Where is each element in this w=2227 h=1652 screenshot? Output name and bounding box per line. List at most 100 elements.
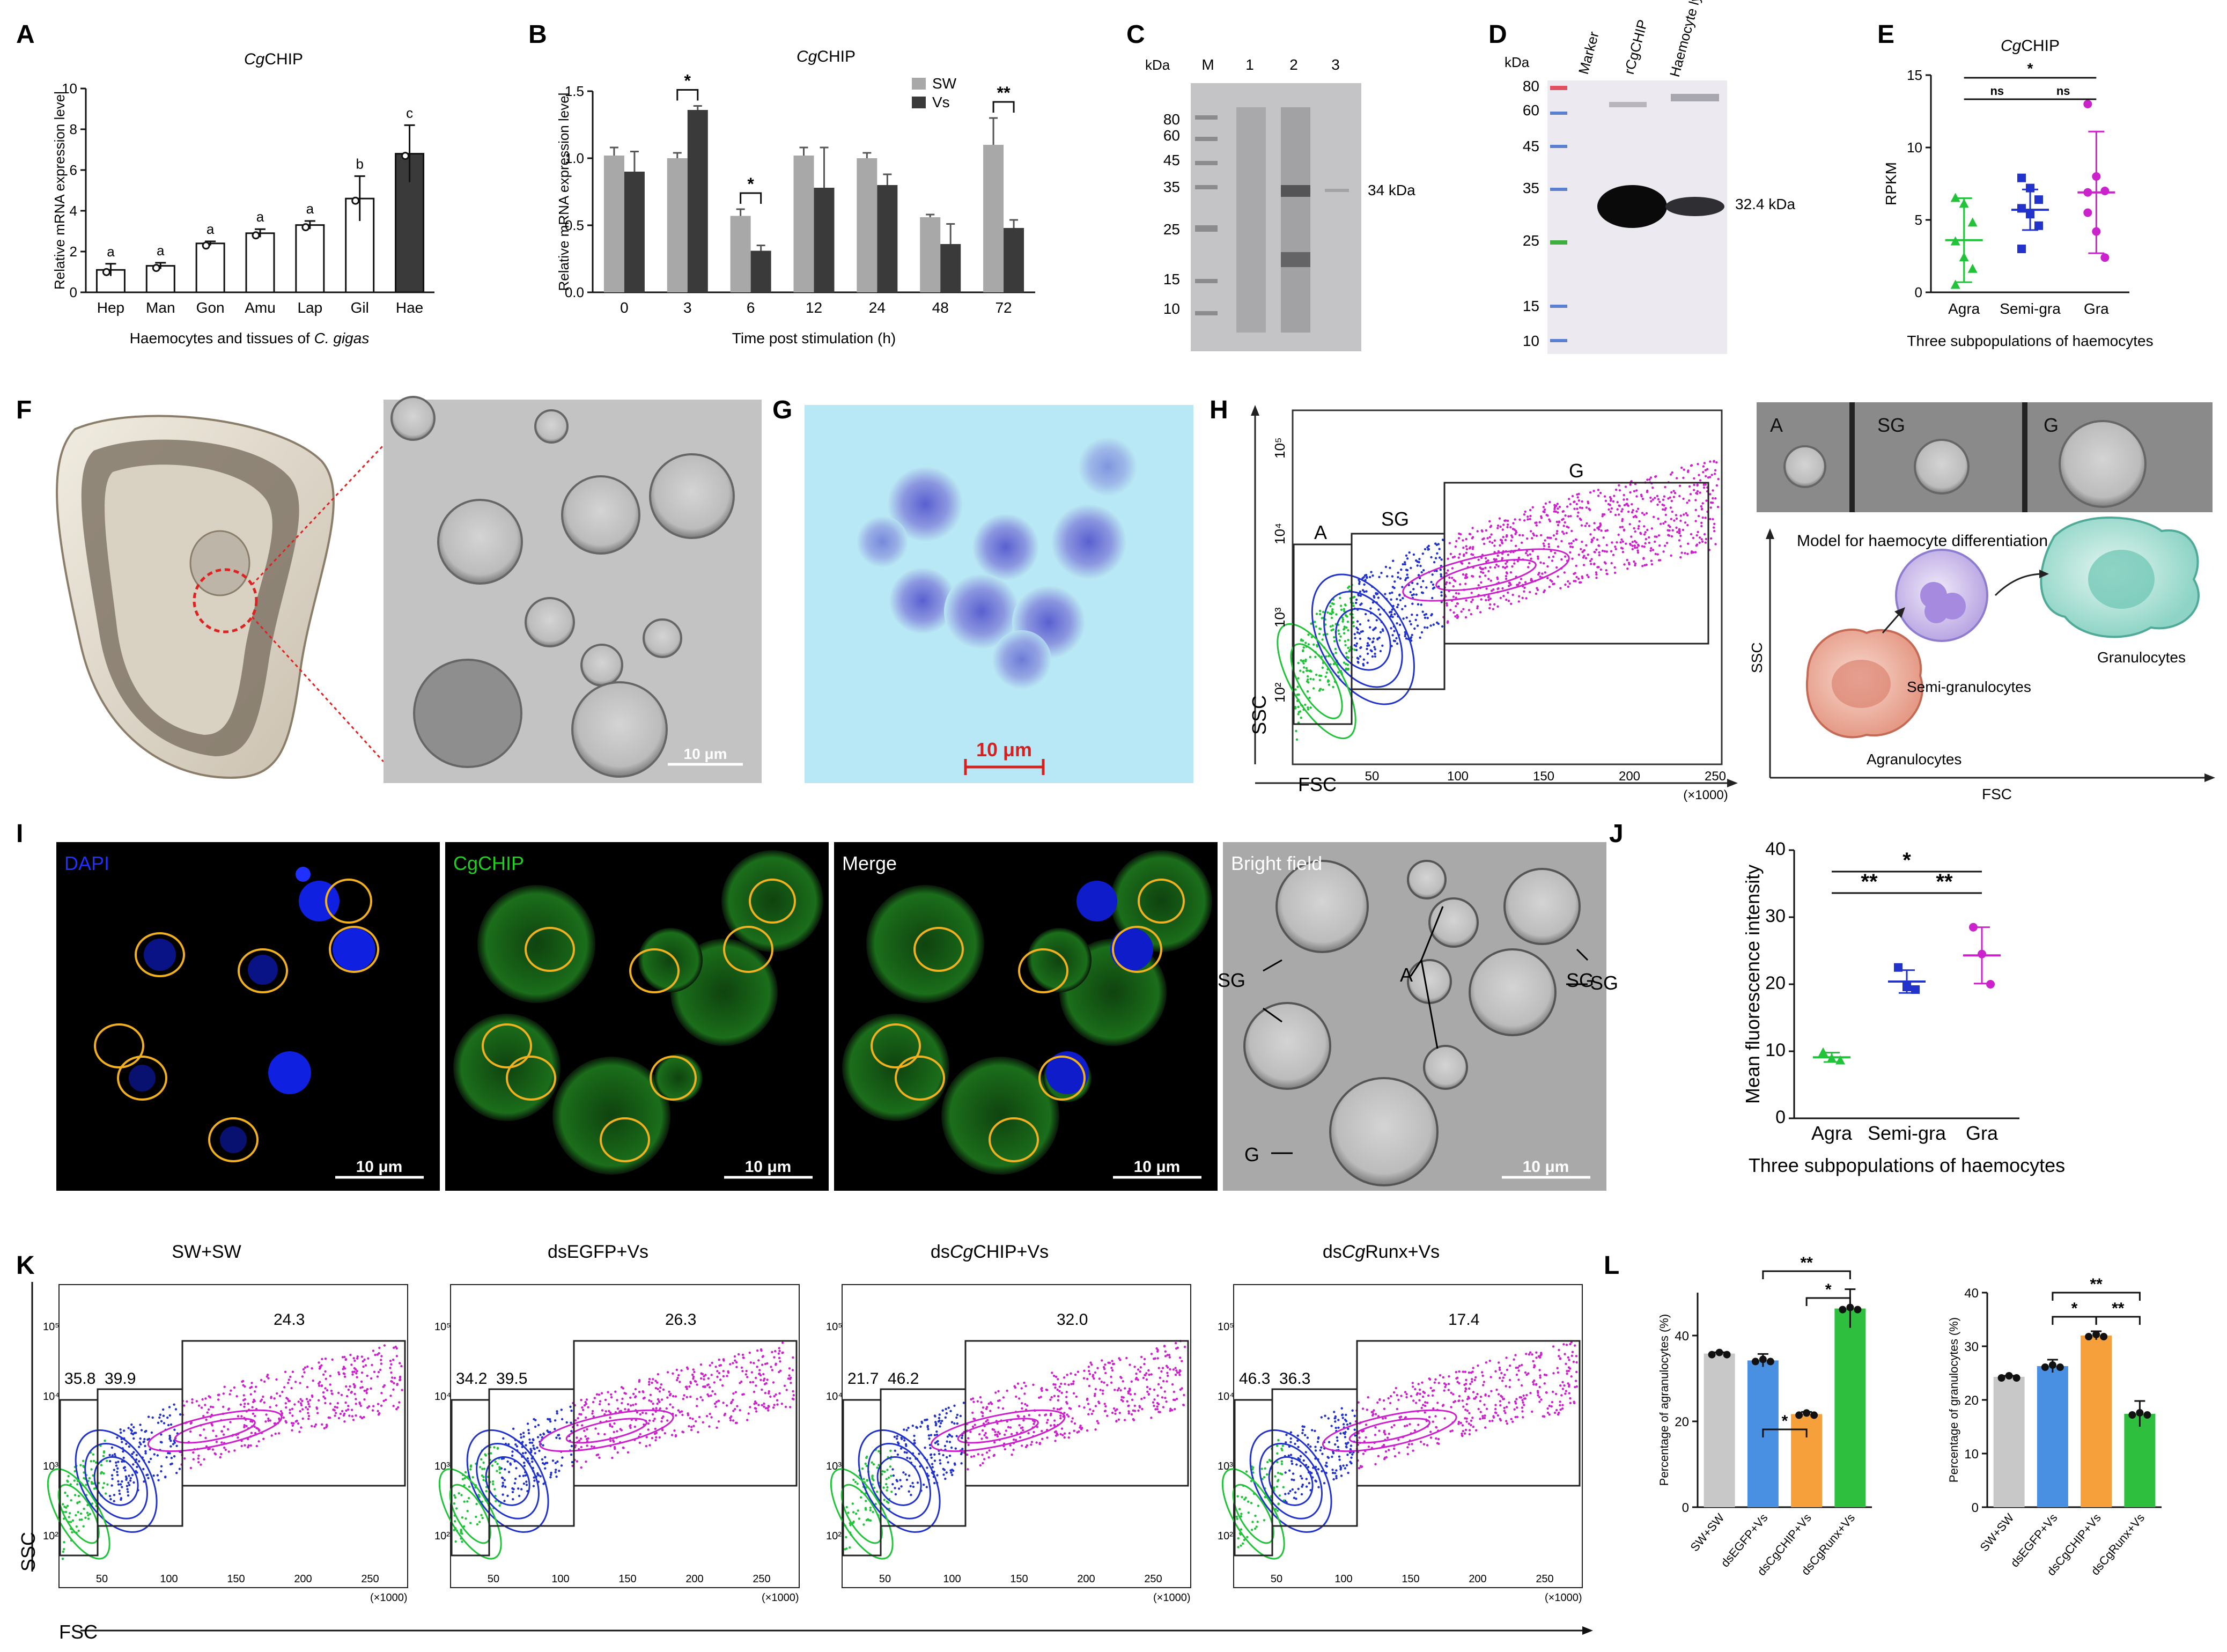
- flow-event: [453, 1494, 456, 1497]
- flow-event: [1390, 1395, 1392, 1398]
- flow-event: [1301, 639, 1304, 642]
- flow-event: [1593, 550, 1596, 554]
- data-point: [1795, 1411, 1803, 1419]
- flow-event: [956, 1413, 959, 1417]
- flow-event: [1566, 505, 1569, 508]
- flow-event: [916, 1481, 919, 1484]
- flow-event: [253, 1398, 255, 1401]
- flow-event: [700, 1372, 703, 1375]
- flow-event: [361, 1386, 364, 1389]
- flow-event: [169, 1445, 172, 1448]
- flow-event: [1072, 1380, 1075, 1383]
- flow-event: [1443, 1417, 1446, 1420]
- flow-event: [1459, 583, 1462, 586]
- flow-event: [363, 1398, 366, 1401]
- flow-event: [1558, 1355, 1560, 1358]
- flow-event: [1565, 1344, 1568, 1346]
- flow-event: [1369, 576, 1371, 579]
- flow-event: [1510, 539, 1513, 542]
- flow-event: [1317, 1437, 1320, 1440]
- flow-event: [775, 1393, 777, 1396]
- flow-event: [1061, 1434, 1064, 1436]
- flow-event: [1058, 1385, 1061, 1388]
- flow-event: [1487, 578, 1490, 580]
- y-tick-label: 4: [70, 203, 77, 219]
- flow-event: [1542, 542, 1545, 545]
- flow-event: [1557, 1371, 1560, 1374]
- flow-event: [1301, 1429, 1304, 1432]
- flow-event: [394, 1345, 397, 1348]
- flow-event: [1702, 486, 1706, 489]
- flow-event: [641, 1411, 644, 1414]
- flow-event: [679, 1411, 681, 1414]
- flow-event: [1236, 1517, 1238, 1520]
- flow-event: [1424, 1411, 1426, 1414]
- flow-event: [1392, 559, 1395, 562]
- flow-event: [1571, 495, 1574, 498]
- flow-x-tick: 200: [685, 1573, 703, 1585]
- flow-event: [84, 1516, 87, 1519]
- flow-contour: [84, 1442, 148, 1520]
- flow-h-frame: [1292, 409, 1723, 765]
- flow-event: [1537, 555, 1539, 558]
- bar: [2037, 1366, 2068, 1507]
- y-tick-label: 40: [1765, 839, 1786, 859]
- sig-mark: **: [2090, 1275, 2103, 1293]
- flow-event: [1584, 525, 1587, 527]
- flow-event: [1662, 508, 1664, 511]
- flow-event: [1496, 524, 1500, 527]
- flow-event: [1485, 599, 1487, 602]
- flow-event: [1434, 1378, 1437, 1381]
- flow-event: [1146, 1390, 1149, 1393]
- flow-event: [329, 1402, 332, 1405]
- flow-event: [930, 1434, 933, 1436]
- flow-event: [1153, 1388, 1156, 1391]
- flow-event: [337, 1417, 341, 1420]
- flow-event: [209, 1405, 212, 1408]
- flow-event: [322, 1395, 325, 1398]
- flow-event: [1568, 542, 1570, 545]
- flow-event: [175, 1472, 178, 1474]
- flow-event: [1415, 614, 1419, 617]
- flow-event: [301, 1408, 304, 1411]
- flow-events: [1221, 1341, 1578, 1560]
- flow-event: [1585, 544, 1588, 547]
- flow-event: [1331, 1455, 1333, 1458]
- flow-event: [1646, 489, 1649, 492]
- flow-event: [1713, 473, 1716, 475]
- flow-event: [1235, 1515, 1238, 1518]
- flow-event: [324, 1358, 327, 1360]
- bar: [295, 224, 325, 293]
- flow-event: [1054, 1440, 1057, 1442]
- flow-event: [1507, 600, 1510, 602]
- flow-event: [189, 1466, 193, 1470]
- flow-event: [1471, 574, 1473, 578]
- flow-event: [222, 1405, 225, 1408]
- flow-event: [549, 1476, 552, 1479]
- flow-event: [1395, 637, 1398, 640]
- flow-event: [1441, 625, 1444, 628]
- flow-event: [1086, 1429, 1089, 1432]
- flow-event: [350, 1390, 353, 1393]
- data-point: [2100, 1333, 2108, 1340]
- flow-event: [1685, 512, 1687, 515]
- flow-event: [1452, 611, 1455, 614]
- flow-event: [1535, 592, 1538, 595]
- flow-event: [1087, 1403, 1090, 1405]
- flow-event: [1361, 589, 1365, 592]
- flow-event: [693, 1370, 696, 1374]
- flow-event: [1396, 642, 1399, 645]
- flow-event: [247, 1444, 250, 1447]
- flow-event: [986, 1406, 989, 1408]
- flow-event: [191, 1398, 194, 1401]
- flow-event: [1054, 1434, 1058, 1437]
- flow-event: [255, 1427, 258, 1429]
- flow-event: [1570, 1375, 1573, 1378]
- flow-event: [138, 1460, 141, 1463]
- flow-event: [399, 1362, 401, 1365]
- flow-event: [1087, 1366, 1090, 1368]
- flow-event: [144, 1450, 147, 1452]
- flow-event: [1650, 527, 1653, 530]
- flow-event: [1568, 498, 1570, 500]
- flow-event: [1332, 1451, 1334, 1454]
